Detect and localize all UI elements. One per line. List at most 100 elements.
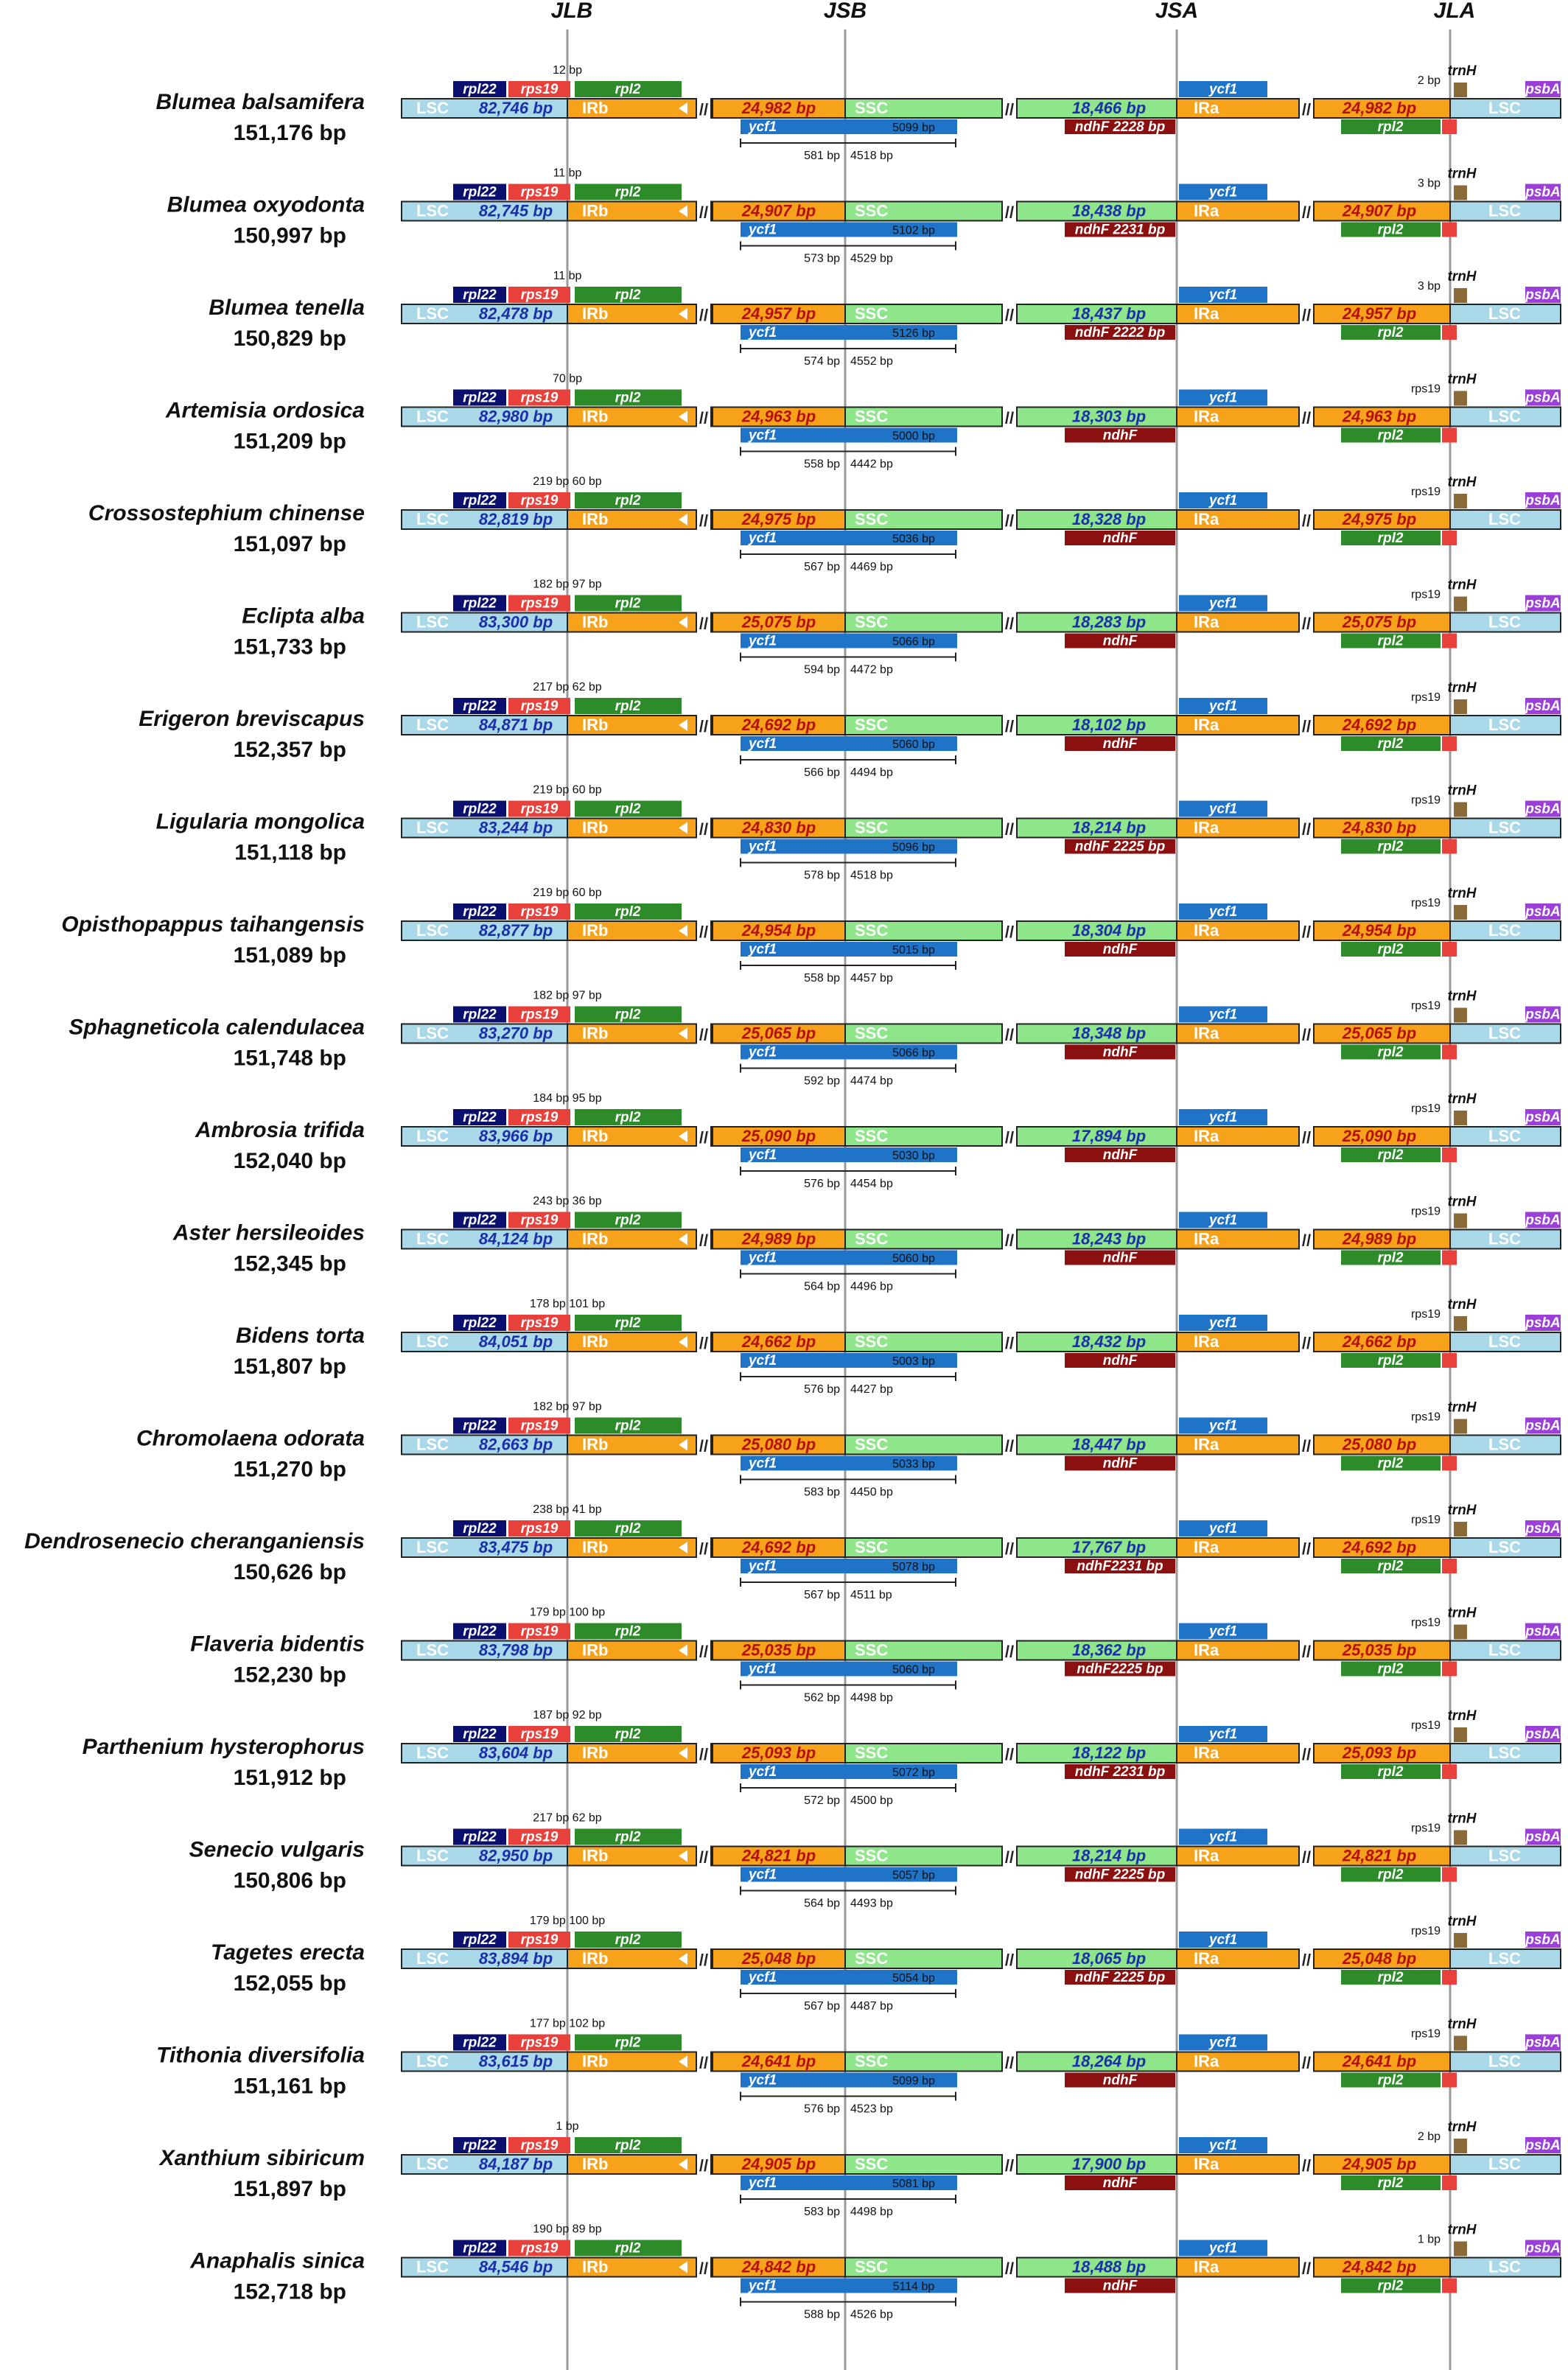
gene-ycf1-ira-label: ycf1 <box>1208 1830 1237 1845</box>
lsc-length: 83,894 bp <box>479 1949 553 1968</box>
region-label-lsc-end: LSC <box>1488 2258 1521 2276</box>
ira-ssc-overlap <box>1016 1537 1177 1558</box>
gene-rpl22-label: rpl22 <box>463 1727 497 1742</box>
species-row: Senecio vulgaris 150,806 bp // // // LSC 82,95… <box>189 1811 1561 1910</box>
ycf1-ssc-length: 5099 bp <box>892 2075 935 2088</box>
arrow-marker-icon <box>679 1439 687 1451</box>
gene-ycf1-ira-box <box>1179 1623 1267 1640</box>
gene-rpl22-box <box>453 1520 506 1537</box>
lsc-length: 83,270 bp <box>479 1024 553 1043</box>
genome-length: 151,176 bp <box>234 121 346 145</box>
gene-ycf1-ira-label: ycf1 <box>1208 1110 1237 1125</box>
region-label-irb: IRb <box>582 1744 608 1762</box>
ycf1-split-right: 4500 bp <box>850 1794 893 1807</box>
jlb-distance: 178 bp 101 bp <box>530 1298 605 1310</box>
ssc-length: 18,122 bp <box>1072 1744 1146 1762</box>
gene-rpl2-box <box>575 2137 682 2153</box>
irb-bar <box>567 715 697 735</box>
region-label-lsc: LSC <box>416 1436 449 1454</box>
gene-rpl22-box <box>453 1006 506 1023</box>
jlb-distance: 179 bp 100 bp <box>530 1915 605 1927</box>
gene-ycf1-box <box>741 1044 957 1060</box>
gene-rpl22-box <box>453 1417 506 1434</box>
arrow-marker-icon <box>679 514 687 525</box>
irb-length: 25,093 bp <box>741 1744 816 1762</box>
gene-trnh-box <box>1454 699 1467 714</box>
ira-bar-end <box>1313 2257 1451 2278</box>
break-mark-0: // <box>699 1643 708 1661</box>
lsc-length: 84,187 bp <box>479 2155 553 2173</box>
ira-length: 25,090 bp <box>1342 1127 1416 1145</box>
jlb-distance: 184 bp 95 bp <box>533 1092 602 1105</box>
gene-ycf1-ira-label: ycf1 <box>1208 391 1237 406</box>
gene-trnh-box <box>1454 2139 1467 2153</box>
gene-psba-label: psbA <box>1525 904 1561 920</box>
genome-length: 150,626 bp <box>234 1560 346 1584</box>
region-label-ira: IRa <box>1194 202 1219 220</box>
gene-psba-box <box>1525 1109 1561 1125</box>
species-row: Bidens torta 151,807 bp // // // LSC 84,051 bp… <box>234 1297 1561 1396</box>
ira-ssc-overlap <box>1016 715 1177 735</box>
region-label-irb: IRb <box>582 613 608 632</box>
gene-ndhf-box <box>1065 1455 1175 1471</box>
ycf1-split-right: 4442 bp <box>850 458 893 471</box>
gene-psba-box <box>1525 1932 1561 1948</box>
region-label-lsc: LSC <box>416 1127 449 1145</box>
gene-psba-box <box>1525 2240 1561 2257</box>
region-label-ssc: SSC <box>855 2155 888 2173</box>
gene-ycf1-ira-label: ycf1 <box>1208 1624 1237 1640</box>
gene-rpl2-ira-label: rpl2 <box>1378 634 1404 649</box>
lsc-length: 83,798 bp <box>479 1641 553 1660</box>
region-label-irb: IRb <box>582 202 608 220</box>
gene-ycf1-ira-box <box>1179 1932 1267 1948</box>
ycf1-ssc-length: 5126 bp <box>892 327 935 340</box>
gene-ycf1-ira-box <box>1179 1726 1267 1742</box>
irb-length: 24,982 bp <box>741 99 816 117</box>
gene-ndhf-label: ndhF 2228 bp <box>1075 119 1165 135</box>
ira-length: 24,692 bp <box>1342 1538 1416 1556</box>
jla-distance: rps19 <box>1411 1411 1441 1424</box>
region-label-ira: IRa <box>1194 1641 1219 1660</box>
gene-ycf1-box <box>741 2072 957 2088</box>
gene-rps19-ira-box <box>1442 1559 1457 1573</box>
gene-ycf1-ira-label: ycf1 <box>1208 1315 1237 1331</box>
genome-length: 151,897 bp <box>234 2177 346 2201</box>
region-label-ssc: SSC <box>855 716 888 734</box>
gene-ycf1-box <box>741 2278 957 2293</box>
break-mark-2: // <box>1302 820 1311 839</box>
gene-ndhf-label: ndhF <box>1103 2175 1138 2191</box>
gene-rpl2-box <box>575 183 682 200</box>
gene-rpl2-ira-box <box>1341 1970 1441 1985</box>
species-name: Ligularia mongolica <box>156 810 365 834</box>
jlb-distance: 12 bp <box>553 64 582 77</box>
genome-length: 151,161 bp <box>234 2074 346 2099</box>
ycf1-split-right: 4493 bp <box>850 1898 893 1910</box>
species-name: Dendrosenecio cheranganiensis <box>24 1529 365 1553</box>
gene-ndhf-box <box>1065 1764 1175 1779</box>
gene-trnh-label: trnH <box>1447 1195 1477 1210</box>
region-label-irb: IRb <box>582 1230 608 1248</box>
gene-rpl2-ira-label: rpl2 <box>1378 531 1404 546</box>
ycf1-ssc-length: 5057 bp <box>892 1870 935 1882</box>
region-label-ira: IRa <box>1194 99 1219 117</box>
gene-psba-box <box>1525 1520 1561 1537</box>
junction-label-jsa: JSA <box>1155 0 1198 23</box>
irb-bar <box>567 304 697 324</box>
gene-ycf1-ira-label: ycf1 <box>1208 802 1237 817</box>
genome-length: 150,806 bp <box>234 1869 346 1893</box>
gene-rpl2-box <box>575 389 682 406</box>
gene-rpl22-label: rpl22 <box>463 1830 497 1845</box>
gene-ycf1-ira-box <box>1179 1520 1267 1537</box>
ssc-ir-overlap <box>712 1640 846 1661</box>
ira-length: 24,975 bp <box>1342 510 1416 528</box>
ira-length: 25,075 bp <box>1342 613 1416 632</box>
ycf1-split-right: 4518 bp <box>850 150 893 162</box>
gene-psba-label: psbA <box>1525 596 1561 612</box>
ssc-length: 18,447 bp <box>1072 1436 1146 1454</box>
gene-rpl22-box <box>453 903 506 920</box>
gene-trnh-box <box>1454 1111 1467 1125</box>
gene-ndhf-box <box>1065 839 1175 854</box>
gene-rps19-ira-box <box>1442 1044 1457 1060</box>
gene-rpl22-label: rpl22 <box>463 287 497 303</box>
jla-distance: rps19 <box>1411 2028 1441 2041</box>
